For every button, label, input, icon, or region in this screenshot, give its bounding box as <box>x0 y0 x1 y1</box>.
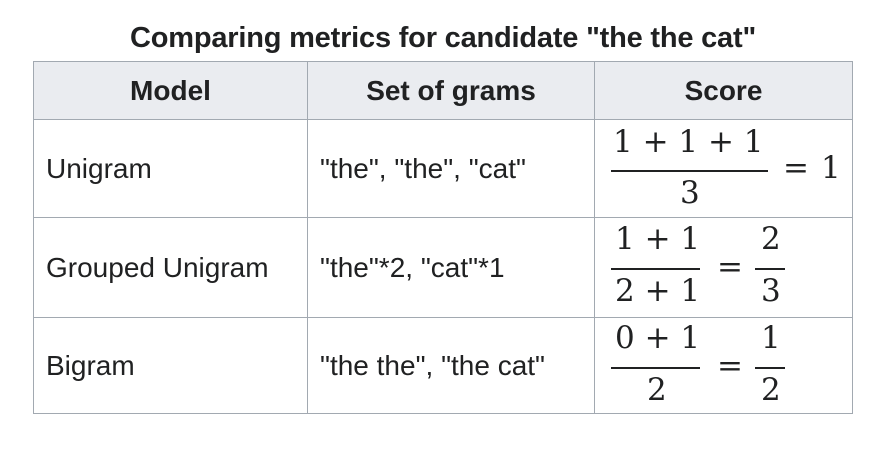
table-caption: Comparing metrics for candidate "the the… <box>129 22 756 54</box>
score-cell: 0 + 1 2 = 1 2 <box>595 318 852 413</box>
fraction-bar <box>611 367 700 369</box>
fraction-bar <box>611 170 768 172</box>
score-numerator: 0 + 1 <box>615 320 701 356</box>
grams-cell: "the"*2, "cat"*1 <box>308 218 595 317</box>
score-cell: 1 + 1 2 + 1 = 2 3 <box>595 218 852 317</box>
score-denominator: 2 + 1 <box>615 273 701 309</box>
score-denominator: 2 <box>647 372 667 408</box>
metrics-table: Model Set of grams Score Unigram "the", … <box>33 61 853 414</box>
result-denominator: 3 <box>761 273 781 309</box>
fraction-bar <box>611 268 700 270</box>
model-cell: Unigram <box>34 120 308 217</box>
equals-sign: = <box>717 249 743 285</box>
equals-sign: = <box>717 348 743 384</box>
table-row-grouped-unigram: Grouped Unigram "the"*2, "cat"*1 1 + 1 2… <box>34 218 852 318</box>
model-cell: Bigram <box>34 318 308 413</box>
table-row-bigram: Bigram "the the", "the cat" 0 + 1 2 = 1 … <box>34 318 852 413</box>
result-fraction-bar <box>755 268 785 270</box>
score-result: 1 <box>821 150 841 186</box>
result-fraction-bar <box>755 367 785 369</box>
score-cell: 1 + 1 + 1 3 = 1 <box>595 120 852 217</box>
table-row-unigram: Unigram "the", "the", "cat" 1 + 1 + 1 3 … <box>34 120 852 218</box>
score-numerator: 1 + 1 + 1 <box>613 124 764 160</box>
model-cell: Grouped Unigram <box>34 218 308 317</box>
header-score: Score <box>684 74 763 106</box>
equals-sign: = <box>783 150 809 186</box>
header-model: Model <box>34 62 308 119</box>
table-header-row: Model Set of grams Score <box>34 62 852 120</box>
header-set-of-grams: Set of grams <box>308 62 595 119</box>
result-numerator: 2 <box>761 221 781 257</box>
result-numerator: 1 <box>761 320 781 356</box>
result-denominator: 2 <box>761 372 781 408</box>
score-numerator: 1 + 1 <box>615 221 701 257</box>
grams-cell: "the the", "the cat" <box>308 318 595 413</box>
score-denominator: 3 <box>680 175 700 211</box>
grams-cell: "the", "the", "cat" <box>308 120 595 217</box>
